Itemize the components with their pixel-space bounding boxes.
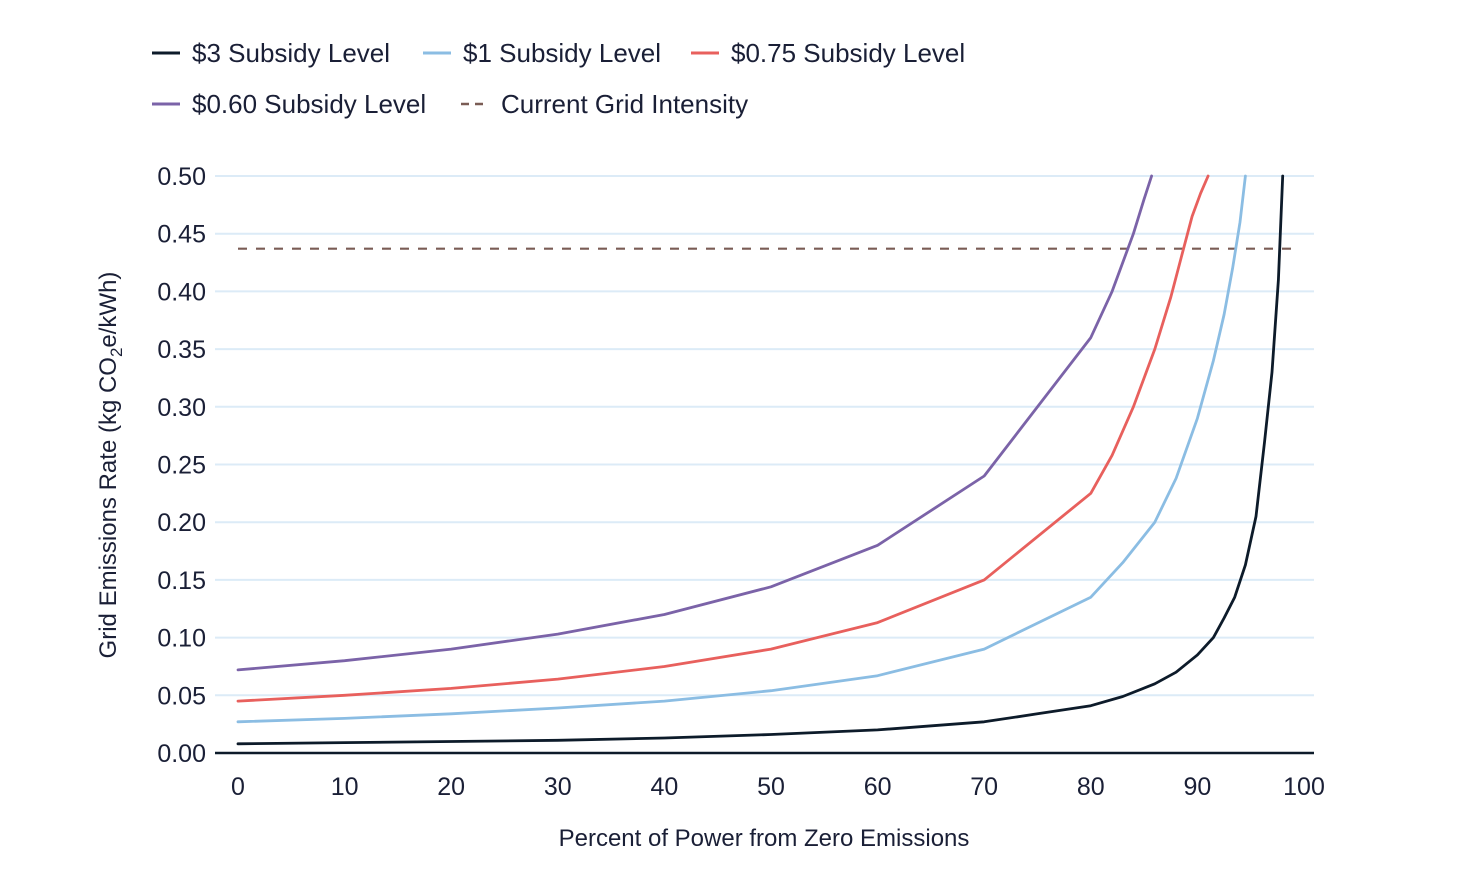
x-tick-label: 70 [970,773,998,801]
series-line-1-subsidy-level [236,174,1247,724]
y-tick-label: 0.05 [157,682,206,710]
x-tick-label: 40 [650,773,678,801]
legend-item-0-75-subsidy-level: $0.75 Subsidy Level [691,38,965,68]
y-axis: 0.00 0.05 0.10 0.15 0.20 0.25 0.30 0.35 0.40 0.45… [157,163,206,768]
x-tick-label: 90 [1183,773,1211,801]
x-tick-label: 80 [1077,773,1105,801]
x-tick-label: 20 [437,773,465,801]
series-line-3-subsidy-level [236,174,1285,746]
x-axis: 0 10 20 30 40 50 60 70 80 90 100 [215,751,1325,801]
y-tick-label: 0.35 [157,336,206,364]
x-axis-label: Percent of Power from Zero Emissions [559,825,970,852]
x-tick-label: 50 [757,773,785,801]
x-tick-label: 30 [544,773,572,801]
legend-label: $1 Subsidy Level [463,38,661,68]
y-tick-label: 0.10 [157,625,206,653]
gridlines [215,175,1314,697]
y-axis-label: Grid Emissions Rate (kg CO2e/kWh) [95,272,126,659]
legend-item-3-subsidy-level: $3 Subsidy Level [152,38,390,68]
x-tick-label: 100 [1283,773,1325,801]
x-tick-label: 60 [864,773,892,801]
legend: $3 Subsidy Level $1 Subsidy Level $0.75 Su… [152,38,965,119]
legend-label: Current Grid Intensity [501,89,748,119]
y-tick-label: 0.25 [157,452,206,480]
y-tick-label: 0.40 [157,278,206,306]
legend-label: $0.75 Subsidy Level [731,38,965,68]
x-tick-label: 0 [231,773,245,801]
legend-item-1-subsidy-level: $1 Subsidy Level [423,38,661,68]
y-tick-label: 0.20 [157,509,206,537]
legend-item-current-grid-intensity: Current Grid Intensity [461,89,748,119]
y-tick-label: 0.50 [157,163,206,191]
legend-label: $3 Subsidy Level [192,38,390,68]
legend-label: $0.60 Subsidy Level [192,89,426,119]
y-tick-label: 0.00 [157,740,206,768]
y-tick-label: 0.15 [157,567,206,595]
y-axis-label-text: e/kWh) [95,272,122,348]
series-line-0-75-subsidy-level [236,174,1210,703]
x-tick-label: 10 [331,773,359,801]
y-axis-label-text: Grid Emissions Rate (kg CO [95,357,122,658]
y-axis-label-subscript: 2 [107,348,126,357]
series-line-0-60-subsidy-level [236,174,1153,672]
y-tick-label: 0.30 [157,394,206,422]
y-tick-label: 0.45 [157,221,206,249]
series-layer [236,174,1285,746]
legend-item-0-60-subsidy-level: $0.60 Subsidy Level [152,89,426,119]
